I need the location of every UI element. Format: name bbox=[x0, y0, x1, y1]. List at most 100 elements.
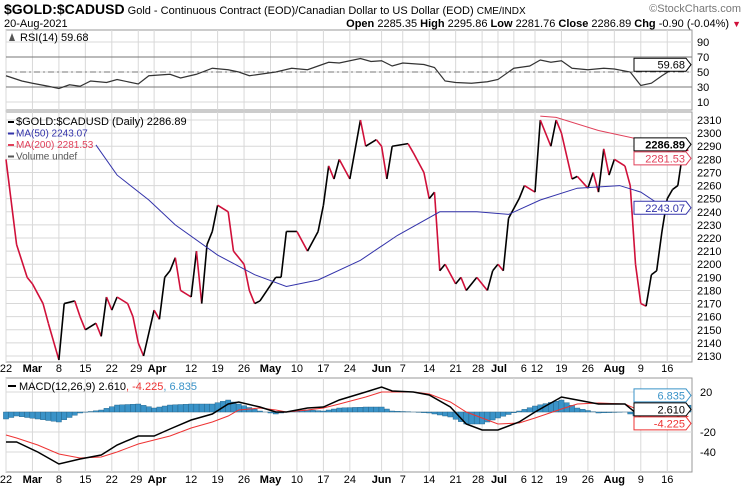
price-segment bbox=[550, 119, 557, 147]
price-tick-label: 2250 bbox=[697, 194, 721, 206]
x-tick-label: 9 bbox=[638, 363, 644, 375]
price-tick-label: 2190 bbox=[697, 272, 721, 284]
price-segment bbox=[460, 277, 467, 291]
macd-histogram-bar bbox=[135, 403, 142, 413]
price-tick-label: 2270 bbox=[697, 167, 721, 179]
macd-histogram-bar bbox=[8, 411, 15, 418]
macd-histogram-bar bbox=[156, 406, 163, 413]
price-segment bbox=[317, 205, 325, 232]
open-value: 2285.35 bbox=[377, 18, 418, 30]
legend-swatch bbox=[8, 121, 14, 123]
legend-swatch bbox=[8, 155, 14, 158]
price-segment bbox=[5, 159, 18, 245]
x-tick-label: 22 bbox=[106, 474, 118, 486]
macd-histogram-bar bbox=[325, 409, 332, 413]
price-segment bbox=[217, 204, 229, 213]
legend-swatch bbox=[8, 132, 14, 135]
x-tick-label: 6 bbox=[521, 363, 527, 375]
macd-histogram-bar bbox=[505, 411, 512, 415]
macd-histogram-bar bbox=[13, 411, 20, 417]
price-segment bbox=[624, 165, 631, 186]
x-tick-label: 29 bbox=[130, 474, 142, 486]
x-tick-label: 22 bbox=[0, 474, 12, 486]
price-segment bbox=[338, 158, 351, 180]
price-segment bbox=[243, 264, 251, 291]
price-tick-label: 2260 bbox=[697, 181, 721, 193]
price-legend-item: $GOLD:$CADUSD (Daily) 2286.89 bbox=[16, 116, 187, 128]
x-tick-label: 14 bbox=[423, 363, 435, 375]
price-segment bbox=[560, 132, 573, 180]
price-segment bbox=[180, 289, 192, 298]
x-tick-label: 26 bbox=[582, 363, 594, 375]
price-segment bbox=[497, 263, 504, 272]
x-tick-label: 24 bbox=[344, 474, 356, 486]
price-value-tag-text: 2286.89 bbox=[645, 139, 685, 151]
macd-histogram-bar bbox=[426, 411, 433, 414]
macd-histogram-bar bbox=[193, 403, 200, 413]
macd-histogram-bar bbox=[167, 404, 173, 413]
macd-histogram-bar bbox=[40, 411, 46, 420]
rsi-legend: RSI(14) 59.68 bbox=[20, 32, 88, 44]
x-tick-label: 28 bbox=[472, 474, 484, 486]
macd-histogram-bar bbox=[204, 403, 210, 413]
macd-histogram-bar bbox=[606, 411, 612, 413]
price-segment bbox=[380, 146, 388, 180]
macd-histogram-bar bbox=[500, 411, 507, 417]
x-tick-label: 9 bbox=[638, 474, 644, 486]
price-segment bbox=[63, 300, 75, 305]
macd-histogram-bar bbox=[310, 410, 316, 413]
price-segment bbox=[153, 309, 161, 320]
rsi-tick-label: 50 bbox=[697, 67, 709, 79]
x-tick-label: Mar bbox=[23, 363, 43, 375]
rsi-tick-label: 10 bbox=[697, 97, 709, 109]
price-tick-label: 2180 bbox=[697, 285, 721, 297]
x-tick-label: May bbox=[260, 474, 282, 486]
macd-histogram-bar bbox=[19, 411, 25, 417]
x-tick-label: Jun bbox=[372, 474, 392, 486]
price-segment bbox=[111, 296, 118, 311]
x-tick-label: Aug bbox=[604, 363, 625, 375]
macd-histogram-bar bbox=[378, 406, 385, 413]
x-tick-label: Apr bbox=[148, 474, 168, 486]
price-tick-label: 2140 bbox=[697, 338, 721, 350]
macd-histogram-bar bbox=[61, 411, 67, 420]
macd-histogram-bar bbox=[114, 404, 120, 413]
chart-date: 20-Aug-2021 bbox=[4, 18, 68, 30]
price-tick-label: 2230 bbox=[697, 220, 721, 232]
x-tick-label: 15 bbox=[79, 363, 91, 375]
price-segment bbox=[322, 165, 330, 206]
price-segment bbox=[42, 303, 50, 324]
macd-histogram-bar bbox=[595, 411, 602, 414]
macd-histogram-bar bbox=[474, 411, 480, 425]
price-segment bbox=[539, 119, 552, 147]
price-segment bbox=[407, 143, 415, 154]
price-segment bbox=[26, 276, 34, 285]
price-panel bbox=[5, 111, 693, 363]
price-segment bbox=[465, 276, 478, 291]
price-legend-item: MA(50) 2243.07 bbox=[16, 129, 88, 140]
macd-line bbox=[6, 386, 689, 465]
macd-histogram-bar bbox=[3, 411, 9, 420]
chg-value: -0.90 (-0.04%) bbox=[658, 18, 730, 30]
x-tick-label: 22 bbox=[106, 363, 118, 375]
macd-histogram-bar bbox=[389, 410, 395, 413]
exchange: CME/INDX bbox=[476, 6, 526, 17]
macd-value-tag-text: 2.610 bbox=[657, 404, 685, 416]
rsi-line bbox=[5, 57, 689, 90]
price-segment bbox=[365, 139, 377, 147]
rsi-indicator-icon bbox=[9, 33, 15, 41]
price-segment bbox=[174, 257, 182, 291]
price-tick-label: 2130 bbox=[697, 351, 721, 363]
macd-histogram-bar bbox=[66, 411, 73, 418]
macd-histogram-bar bbox=[421, 411, 427, 413]
price-segment bbox=[58, 303, 65, 361]
price-segment bbox=[597, 148, 605, 193]
x-tick-label: 26 bbox=[238, 474, 250, 486]
price-segment bbox=[280, 231, 288, 278]
price-segment bbox=[31, 283, 44, 304]
macd-histogram-bar bbox=[436, 411, 443, 416]
macd-histogram-bar bbox=[177, 404, 184, 413]
macd-histogram-bar bbox=[251, 409, 258, 413]
x-tick-label: 10 bbox=[291, 363, 303, 375]
price-value-tag: 2286.89 bbox=[633, 137, 692, 151]
